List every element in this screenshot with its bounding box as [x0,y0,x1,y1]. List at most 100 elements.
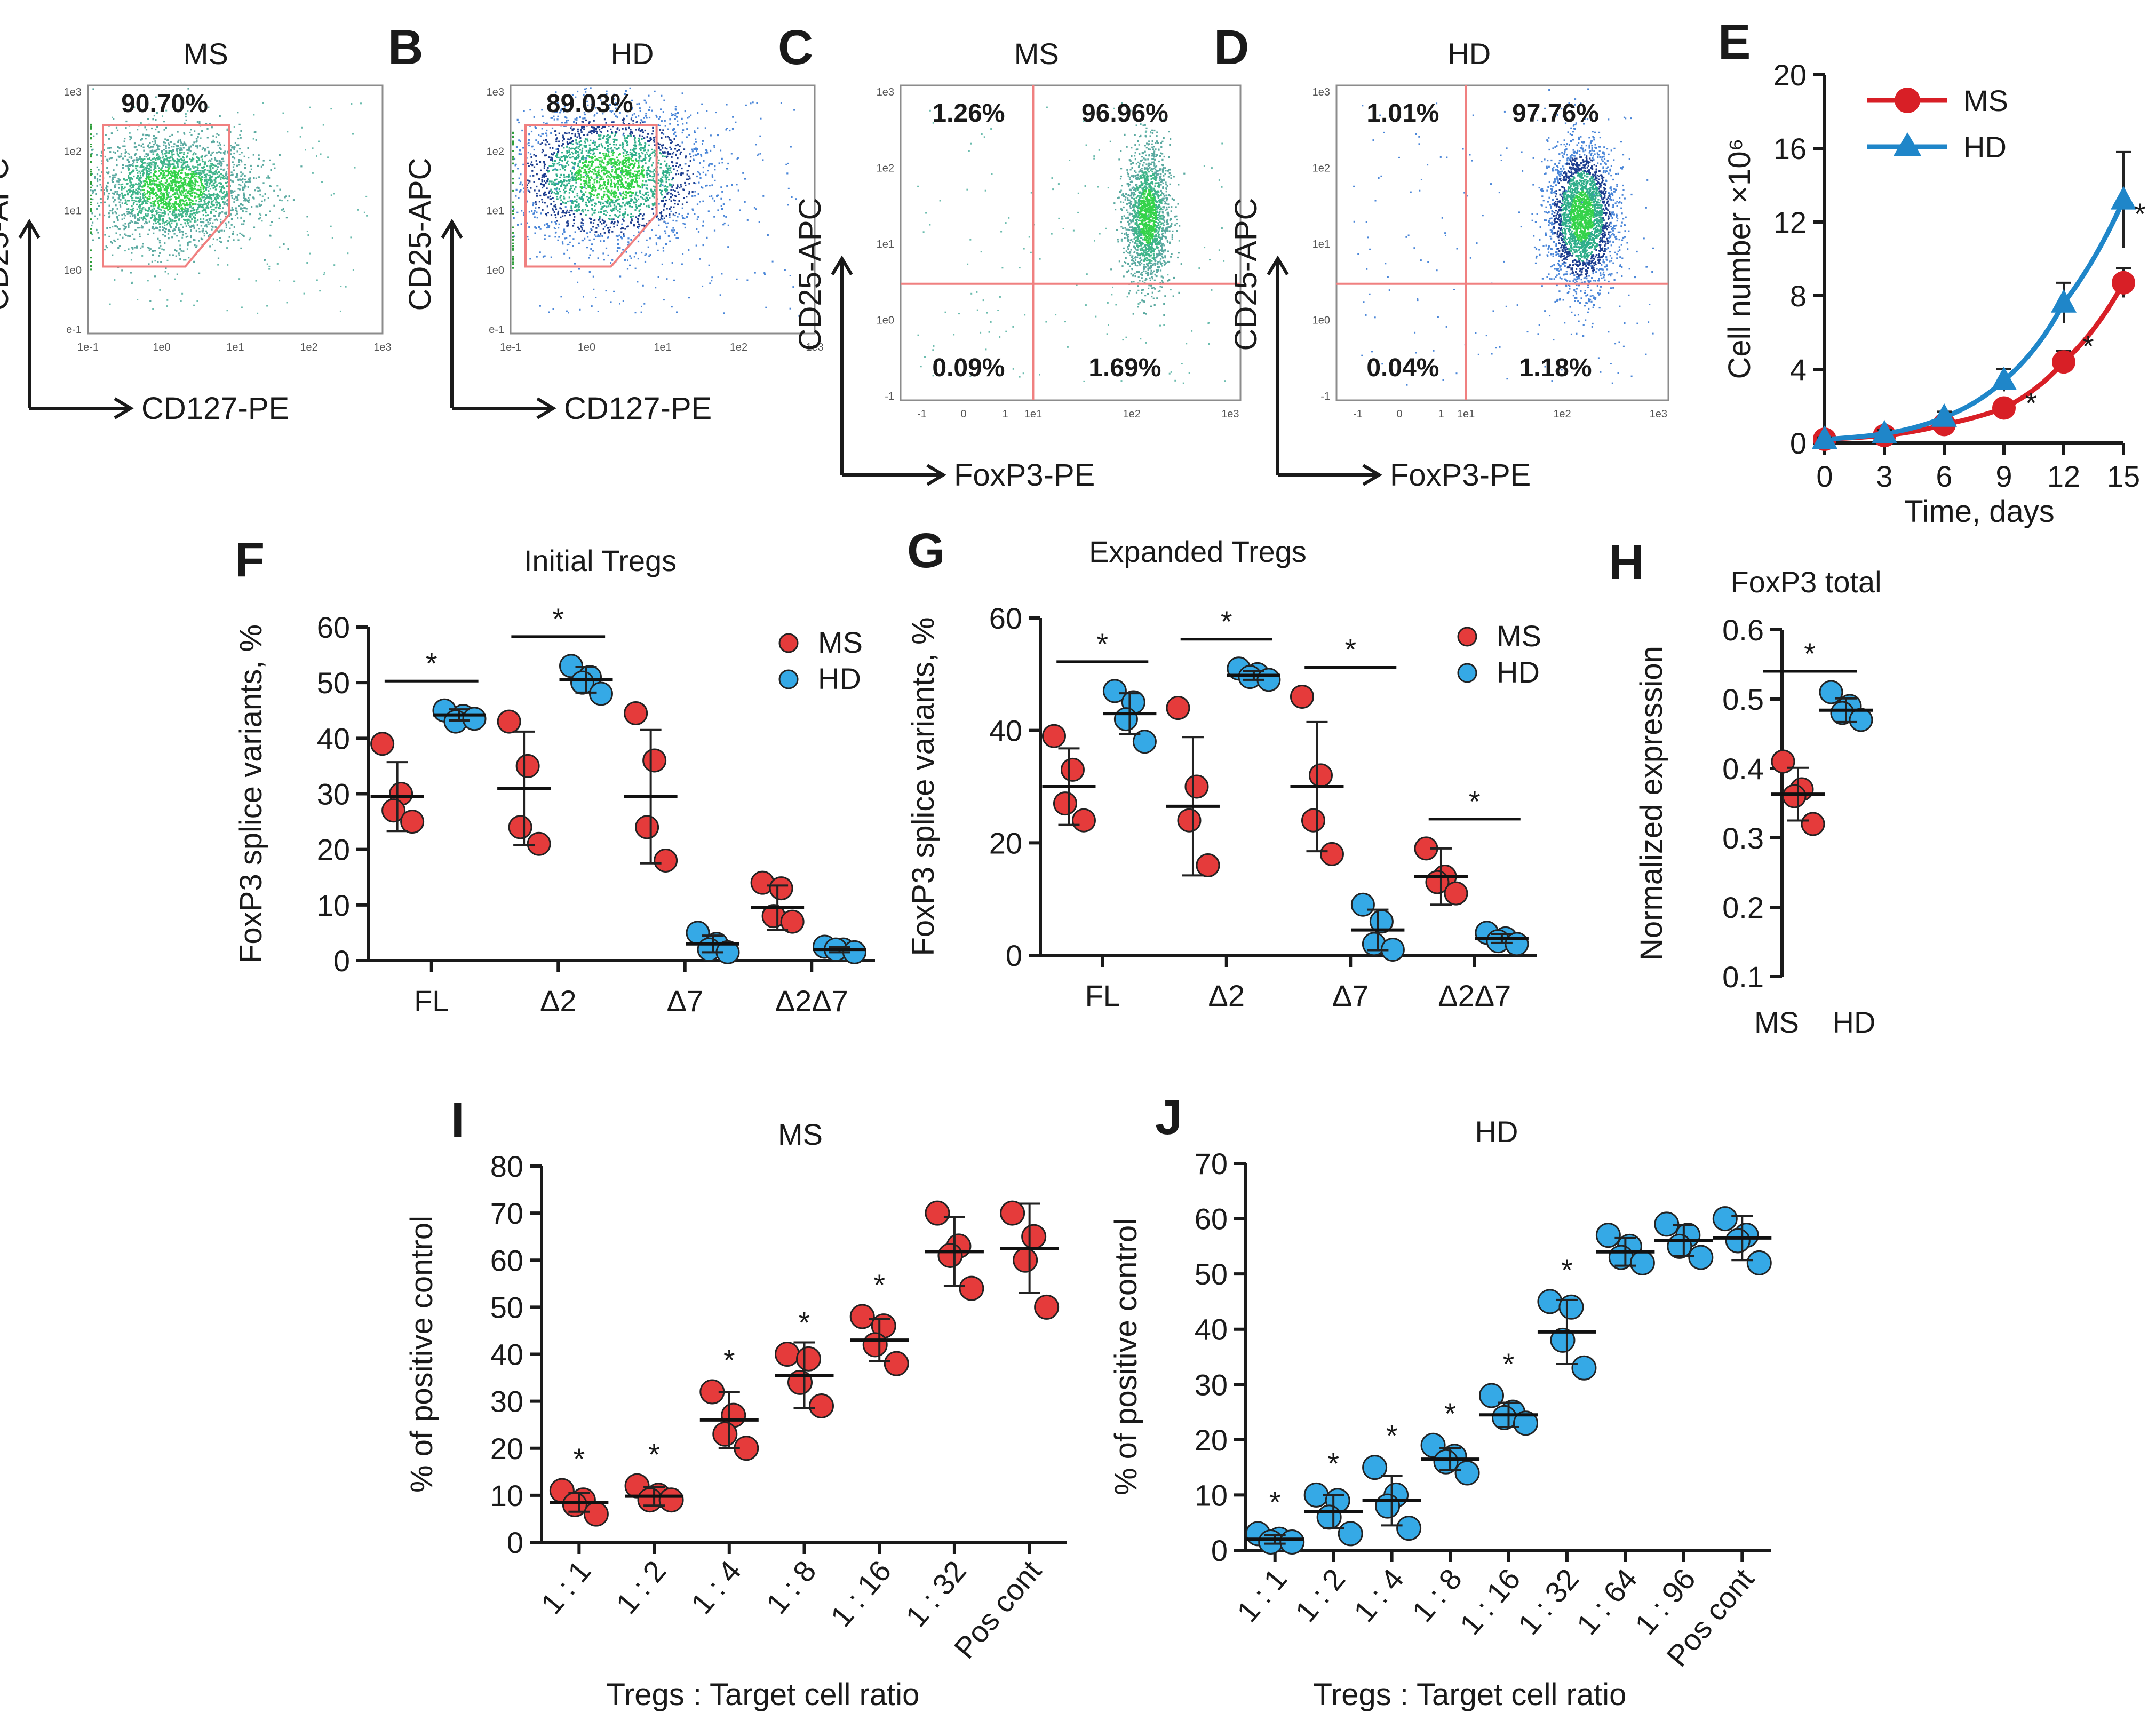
event-dot [608,180,610,183]
event-dot [599,152,601,154]
event-dot [559,207,561,209]
event-dot [599,165,601,168]
event-dot [90,183,92,185]
event-dot [96,185,98,187]
event-dot [540,183,543,185]
event-dot [176,193,178,195]
event-dot [638,139,640,141]
event-dot [637,175,639,177]
event-dot [562,137,564,139]
event-dot [609,192,611,194]
event-dot [195,170,197,172]
event-dot [129,180,131,182]
event-dot [162,177,164,179]
event-dot [635,170,638,172]
event-dot [220,196,222,199]
event-dot [671,179,673,181]
event-dot [588,239,591,241]
event-dot [167,160,169,162]
event-dot [172,212,174,214]
event-dot [679,164,681,167]
event-dot [233,164,235,166]
event-dot [186,164,189,167]
event-dot [659,219,662,221]
event-dot [641,135,643,137]
event-dot [179,248,181,250]
event-dot [617,196,619,199]
event-dot [630,180,632,183]
event-dot [253,197,255,200]
event-dot [582,199,584,201]
event-dot [601,197,603,200]
event-dot [162,192,164,195]
event-dot [568,175,570,177]
event-dot [187,222,189,224]
event-dot [628,163,630,165]
event-dot [190,176,193,178]
event-dot [96,228,98,231]
event-dot [578,153,580,155]
event-dot [686,128,688,130]
event-dot [237,194,240,196]
event-dot [110,189,112,191]
event-dot [210,165,212,168]
event-dot [564,169,566,171]
event-dot [575,150,577,152]
event-dot [702,200,704,202]
event-dot [300,165,303,168]
event-dot [165,170,168,173]
event-dot [657,124,659,126]
event-dot [650,171,652,173]
event-dot [168,152,170,154]
event-dot [147,170,149,172]
event-dot [633,154,635,156]
event-dot [637,195,639,197]
event-dot [631,160,633,162]
event-dot [166,203,169,205]
event-dot [579,137,582,139]
event-dot [135,183,137,185]
event-dot [144,208,146,210]
event-dot [214,198,216,200]
event-dot [99,213,101,216]
event-dot [99,179,101,181]
event-dot [184,204,186,207]
event-dot [158,185,160,187]
event-dot [319,290,321,292]
event-dot [189,199,192,201]
event-dot [565,212,567,214]
event-dot [168,182,170,184]
event-dot [664,147,666,149]
event-dot [249,194,251,196]
event-dot [582,121,584,123]
event-dot [713,229,716,232]
event-dot [532,175,535,177]
event-dot [706,184,708,187]
event-dot [544,224,546,226]
event-dot [669,214,671,216]
event-dot [606,190,608,192]
event-dot [560,199,562,201]
event-dot [125,201,127,203]
event-dot [581,218,583,220]
event-dot [572,225,575,227]
event-dot [227,194,229,196]
event-dot [654,202,656,204]
event-dot [133,106,136,108]
event-dot [270,169,272,171]
event-dot [242,188,244,190]
event-dot [570,177,572,179]
event-dot [271,221,273,223]
event-dot [558,156,560,159]
event-dot [637,220,639,223]
event-dot [582,200,584,202]
event-dot [178,170,180,172]
event-dot [186,149,188,151]
event-dot [145,167,147,169]
event-dot [190,177,192,179]
event-dot [149,202,152,204]
event-dot [579,161,581,163]
event-dot [333,193,335,195]
event-dot [614,207,616,209]
